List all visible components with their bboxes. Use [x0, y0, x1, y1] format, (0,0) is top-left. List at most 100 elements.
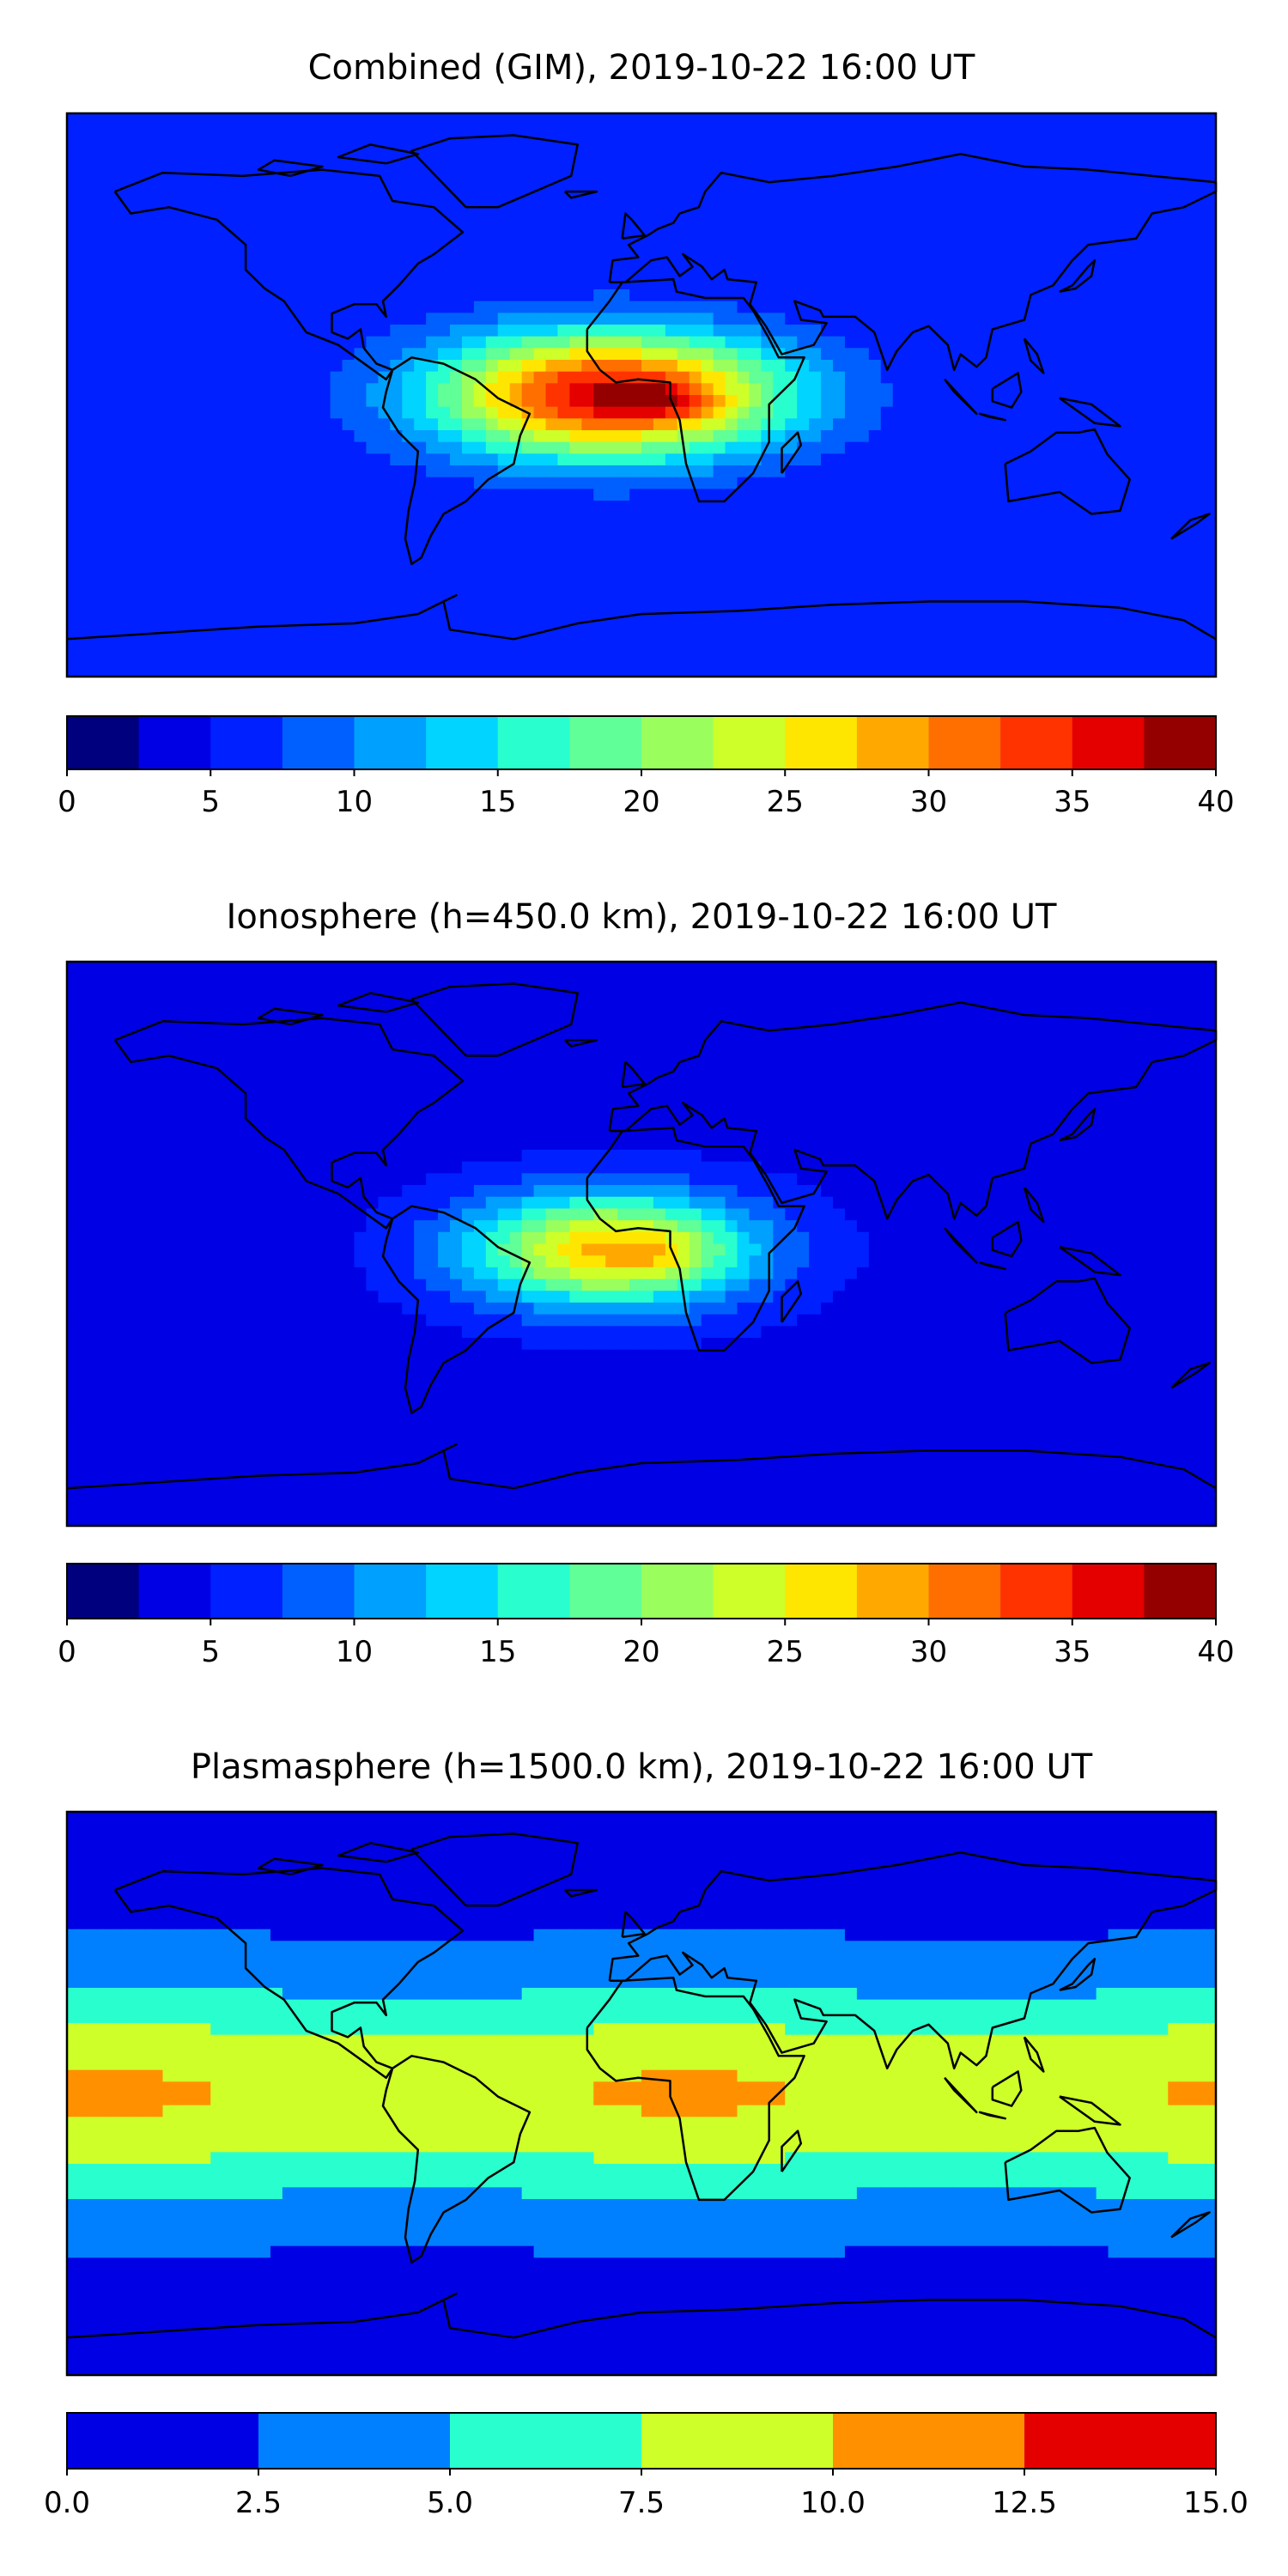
field-cell: [557, 453, 570, 466]
field-cell: [1024, 512, 1037, 525]
field-cell: [665, 313, 678, 325]
field-cell: [1096, 207, 1109, 220]
field-cell: [880, 606, 894, 619]
field-cell: [713, 195, 726, 208]
field-cell: [904, 594, 918, 607]
field-cell: [1168, 301, 1181, 313]
field-cell: [174, 149, 187, 161]
field-cell: [557, 125, 570, 137]
field-cell: [665, 453, 678, 466]
field-cell: [509, 230, 523, 243]
field-cell: [1012, 195, 1025, 208]
field-cell: [844, 113, 858, 126]
field-cell: [605, 301, 618, 313]
coastline: [1170, 513, 1211, 540]
field-cell: [438, 325, 451, 337]
field-cell: [186, 653, 199, 665]
field-cell: [892, 289, 906, 302]
field-cell: [426, 418, 439, 431]
field-cell: [569, 172, 582, 185]
field-cell: [222, 665, 235, 677]
field-cell: [294, 453, 307, 466]
field-cell: [1156, 536, 1169, 549]
field-cell: [461, 230, 475, 243]
field-cell: [258, 207, 271, 220]
field-cell: [138, 230, 152, 243]
field-cell: [689, 524, 702, 537]
field-cell: [701, 125, 714, 137]
field-cell: [1072, 641, 1085, 654]
field-cell: [833, 524, 846, 537]
field-cell: [426, 594, 439, 607]
field-cell: [737, 617, 750, 630]
field-cell: [928, 606, 942, 619]
field-cell: [330, 289, 343, 302]
field-cell: [234, 418, 247, 431]
field-cell: [438, 265, 451, 278]
field-cell: [940, 360, 953, 373]
field-cell: [581, 313, 594, 325]
field-cell: [1108, 149, 1121, 161]
field-cell: [1156, 313, 1169, 325]
field-cell: [1144, 512, 1157, 525]
field-cell: [497, 594, 511, 607]
field-cell: [701, 137, 714, 149]
field-cell: [282, 665, 295, 677]
colorbar-tick-label: 10: [336, 785, 373, 819]
field-cell: [701, 348, 714, 361]
field-cell: [797, 125, 810, 137]
field-cell: [689, 160, 702, 173]
field-cell: [737, 985, 750, 998]
field-cell: [1204, 395, 1217, 408]
field-cell: [617, 242, 630, 255]
field-cell: [988, 985, 1001, 998]
field-cell: [916, 665, 930, 677]
field-cell: [713, 160, 726, 173]
field-cell: [509, 629, 523, 642]
field-cell: [928, 254, 942, 267]
field-cell: [222, 617, 235, 630]
field-cell: [162, 371, 176, 384]
field-cell: [102, 336, 116, 349]
field-cell: [294, 207, 307, 220]
field-cell: [150, 985, 164, 998]
field-cell: [186, 430, 199, 443]
field-cell: [186, 160, 199, 173]
field-cell: [222, 430, 235, 443]
field-cell: [892, 113, 906, 126]
field-cell: [366, 406, 379, 419]
field-cell: [1180, 301, 1193, 313]
field-cell: [426, 582, 439, 595]
field-cell: [258, 653, 271, 665]
field-cell: [210, 441, 223, 454]
field-cell: [509, 207, 523, 220]
field-cell: [234, 383, 247, 396]
field-cell: [1000, 313, 1013, 325]
field-cell: [102, 512, 116, 525]
field-cell: [78, 277, 92, 290]
field-cell: [569, 383, 582, 396]
field-cell: [665, 985, 678, 998]
coastline: [991, 372, 1023, 409]
field-cell: [138, 265, 152, 278]
field-cell: [833, 149, 846, 161]
field-cell: [438, 559, 451, 572]
field-cell: [653, 559, 666, 572]
field-cell: [617, 962, 630, 975]
field-cell: [976, 962, 989, 975]
field-cell: [438, 313, 451, 325]
field-cell: [67, 606, 80, 619]
field-cell: [162, 289, 176, 302]
field-cell: [1024, 172, 1037, 185]
field-cell: [114, 325, 128, 337]
field-cell: [569, 962, 582, 975]
field-cell: [138, 985, 152, 998]
field-cell: [928, 547, 942, 560]
field-cell: [785, 489, 798, 501]
field-cell: [162, 477, 176, 489]
field-cell: [1168, 441, 1181, 454]
field-cell: [102, 325, 116, 337]
field-cell: [725, 430, 738, 443]
field-cell: [102, 395, 116, 408]
field-cell: [461, 547, 475, 560]
